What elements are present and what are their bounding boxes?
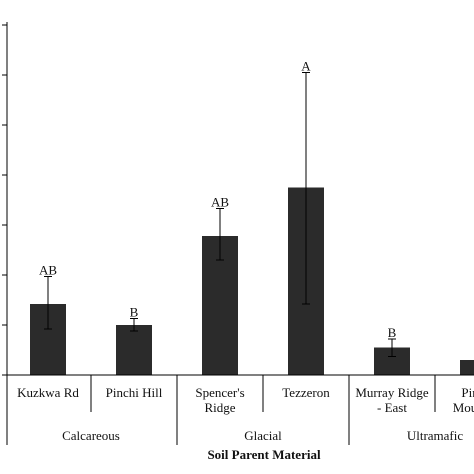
x-tick-label-line: - East	[377, 400, 407, 415]
x-tick-labels-layer: Kuzkwa Rd Pinchi Hill Spencer's Ridge Tezzer…	[17, 385, 474, 415]
significance-letter-5: B	[388, 325, 397, 340]
group-label-3: Ultramafic	[407, 428, 464, 443]
x-tick-label-line: Tezzeron	[282, 385, 330, 400]
x-tick-label-4: Tezzeron	[282, 385, 330, 400]
bars-layer	[30, 187, 474, 375]
x-tick-label-line: Murray Ridge	[355, 385, 429, 400]
error-bar-2	[130, 318, 138, 332]
bar-2	[116, 325, 152, 375]
x-tick-label-1: Kuzkwa Rd	[17, 385, 79, 400]
x-tick-label-line: Spencer's	[195, 385, 244, 400]
error-bar-1	[44, 276, 52, 330]
significance-letter-4: A	[301, 59, 311, 74]
error-bar-3	[216, 208, 224, 261]
x-tick-label-2: Pinchi Hill	[106, 385, 163, 400]
x-tick-label-line: Pinchi Hill	[106, 385, 163, 400]
x-axis-title: Soil Parent Material	[207, 447, 321, 462]
x-tick-label-6: PinchiMountain	[453, 385, 474, 415]
group-labels-layer: Calcareous Glacial Ultramafic	[62, 428, 463, 443]
x-tick-label-line: Pinchi	[461, 385, 474, 400]
group-label-1: Calcareous	[62, 428, 120, 443]
group-label-2: Glacial	[244, 428, 282, 443]
significance-letter-2: B	[130, 305, 139, 320]
x-tick-label-line: Ridge	[204, 400, 235, 415]
error-bar-4	[302, 72, 310, 305]
error-bars-layer	[44, 72, 396, 357]
significance-letter-3: AB	[211, 195, 229, 210]
bar-6	[460, 360, 474, 375]
x-tick-label-line: Kuzkwa Rd	[17, 385, 79, 400]
significance-letter-1: AB	[39, 263, 57, 278]
x-tick-label-5: Murray Ridge - East	[355, 385, 429, 415]
x-tick-label-3: Spencer's Ridge	[195, 385, 244, 415]
x-tick-label-line: Mountain	[453, 400, 474, 415]
axes-layer	[2, 22, 474, 445]
error-bar-5	[388, 338, 396, 357]
